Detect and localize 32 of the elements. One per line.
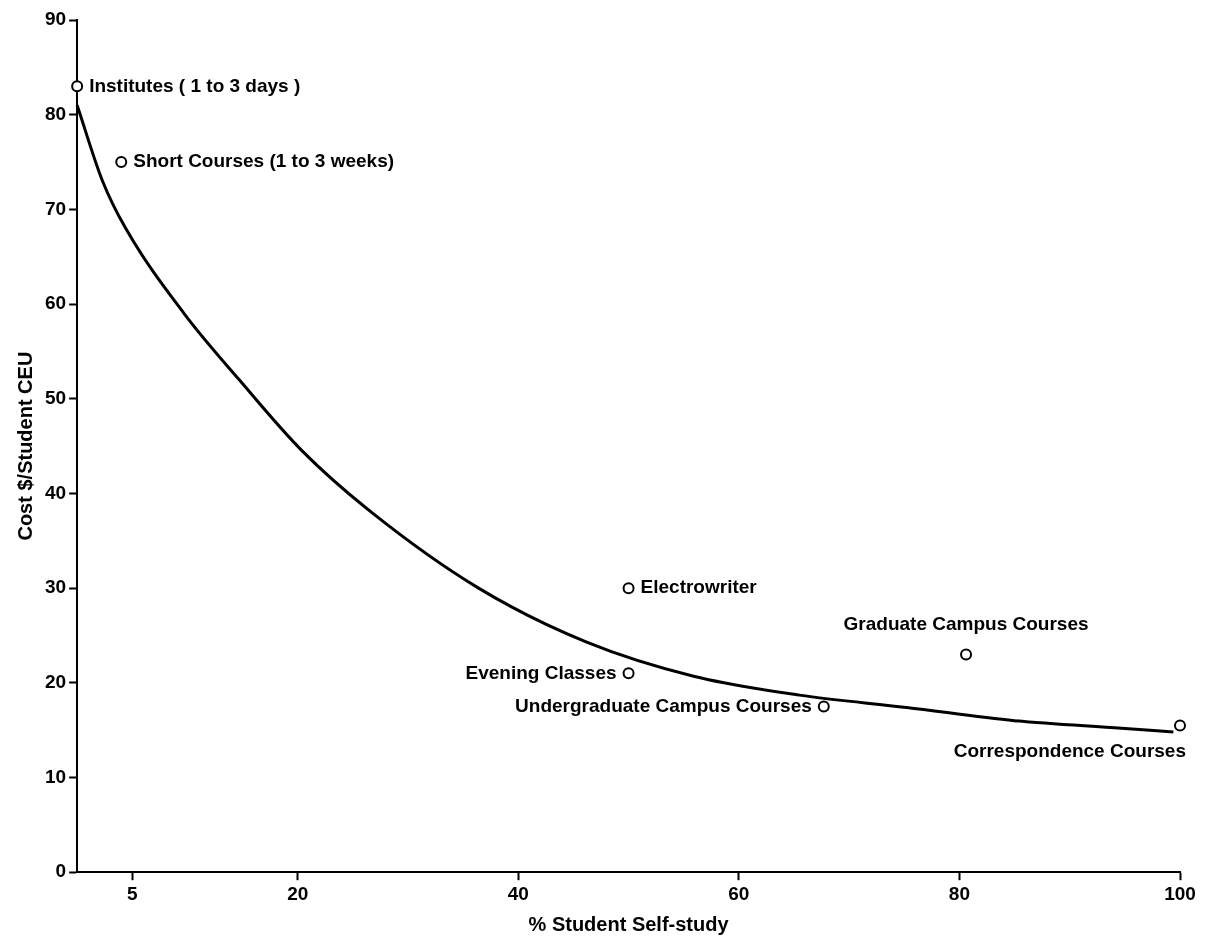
y-tick-label: 40 [44, 481, 67, 503]
y-tick-label: 0 [55, 860, 67, 882]
y-tick-label: 20 [44, 671, 67, 693]
y-tick-label: 10 [44, 765, 67, 787]
annotation: Evening Classes [465, 661, 617, 683]
y-tick-label: 70 [44, 197, 67, 219]
x-tick-label: 100 [1164, 882, 1196, 904]
x-axis-title: % Student Self-study [528, 912, 730, 935]
annotation: Electrowriter [640, 576, 758, 598]
y-tick-label: 60 [44, 292, 67, 314]
x-tick-label: 20 [287, 882, 309, 904]
point [115, 156, 128, 169]
point [960, 648, 973, 661]
annotation: Undergraduate Campus Courses [515, 694, 812, 716]
annotation: Institutes ( 1 to 3 days ) [89, 74, 301, 96]
point [817, 700, 830, 713]
y-tick-label: 50 [44, 386, 67, 408]
y-tick-label: 80 [44, 102, 67, 124]
x-tick-label: 60 [728, 882, 750, 904]
x-tick-label: 80 [948, 882, 970, 904]
x-tick-label: 40 [507, 882, 529, 904]
y-axis-title: Cost $/Student CEU [13, 351, 36, 541]
point [1174, 719, 1186, 732]
y-tick-label: 30 [44, 576, 67, 598]
annotation: Graduate Campus Courses [843, 612, 1089, 634]
point [71, 80, 84, 93]
point [622, 667, 635, 680]
point [622, 582, 635, 595]
y-tick-label: 90 [44, 8, 67, 30]
annotation: Correspondence Courses [953, 739, 1186, 761]
annotation: Short Courses (1 to 3 weeks) [133, 150, 395, 172]
x-tick-label: 5 [126, 882, 138, 904]
